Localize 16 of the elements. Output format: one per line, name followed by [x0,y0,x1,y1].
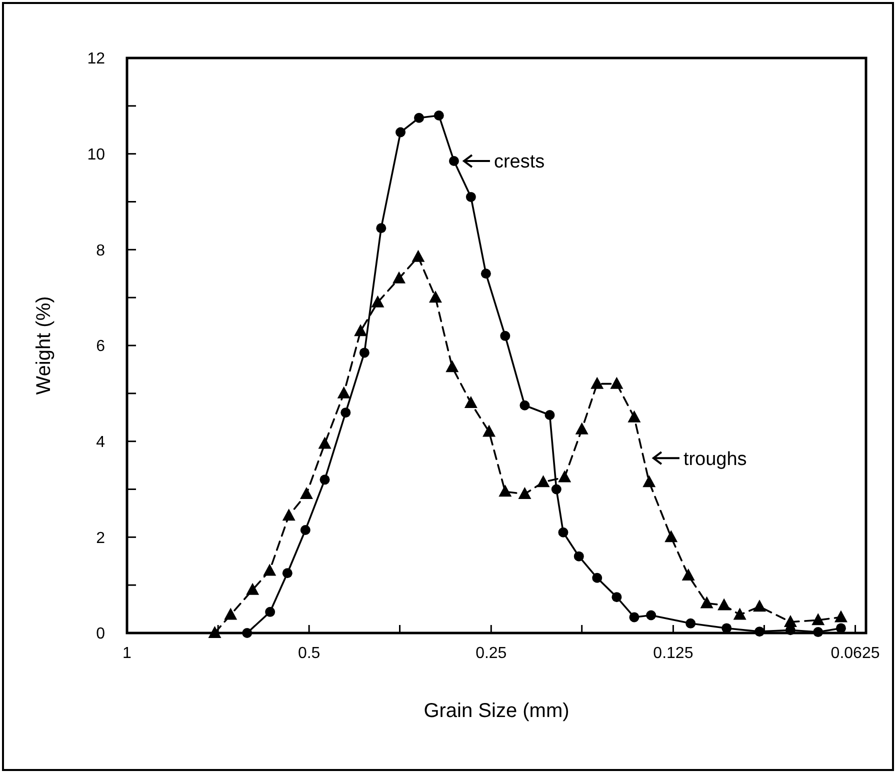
y-tick-label: 10 [87,146,106,164]
y-axis-title: Weight (%) [33,296,55,395]
x-tick-label: 0.25 [476,645,507,662]
annotation: troughs [683,448,747,470]
y-tick-label: 8 [96,242,106,260]
x-tick-label: 0.125 [653,645,694,662]
y-tick-label: 12 [87,50,106,68]
x-tick-label: 1 [122,645,132,662]
y-tick-label: 4 [96,434,106,451]
x-tick-label: 0.5 [298,645,320,662]
y-tick-label: 0 [96,626,106,643]
y-tick-label: 6 [96,338,106,356]
x-tick-label: 0.0625 [830,645,880,662]
x-axis-title: Grain Size (mm) [424,700,570,722]
y-tick-label: 2 [96,530,106,547]
annotation: crests [494,152,545,173]
